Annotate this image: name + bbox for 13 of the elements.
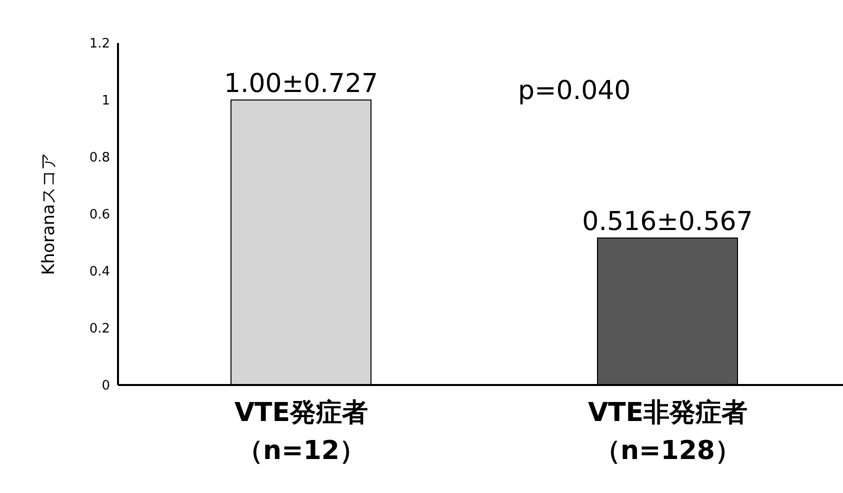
y-axis-title: Khoranaスコア [39, 153, 60, 275]
data-label: 0.516±0.567 [582, 206, 753, 237]
annotation: p=0.040 [518, 76, 631, 106]
y-tick-label: 0 [102, 378, 110, 394]
x-tick-label: VTE発症者（n=12） [234, 398, 368, 466]
y-tick-label: 1.2 [89, 36, 110, 52]
data-label: 1.00±0.727 [224, 69, 378, 99]
x-tick-label: VTE非発症者（n=128） [588, 398, 748, 466]
y-tick-label: 1 [102, 94, 110, 109]
y-tick-label: 0.2 [89, 322, 110, 337]
y-tick-label: 0.8 [89, 150, 110, 166]
y-tick-label: 0.6 [89, 208, 110, 223]
y-tick-label: 0.4 [89, 264, 110, 280]
